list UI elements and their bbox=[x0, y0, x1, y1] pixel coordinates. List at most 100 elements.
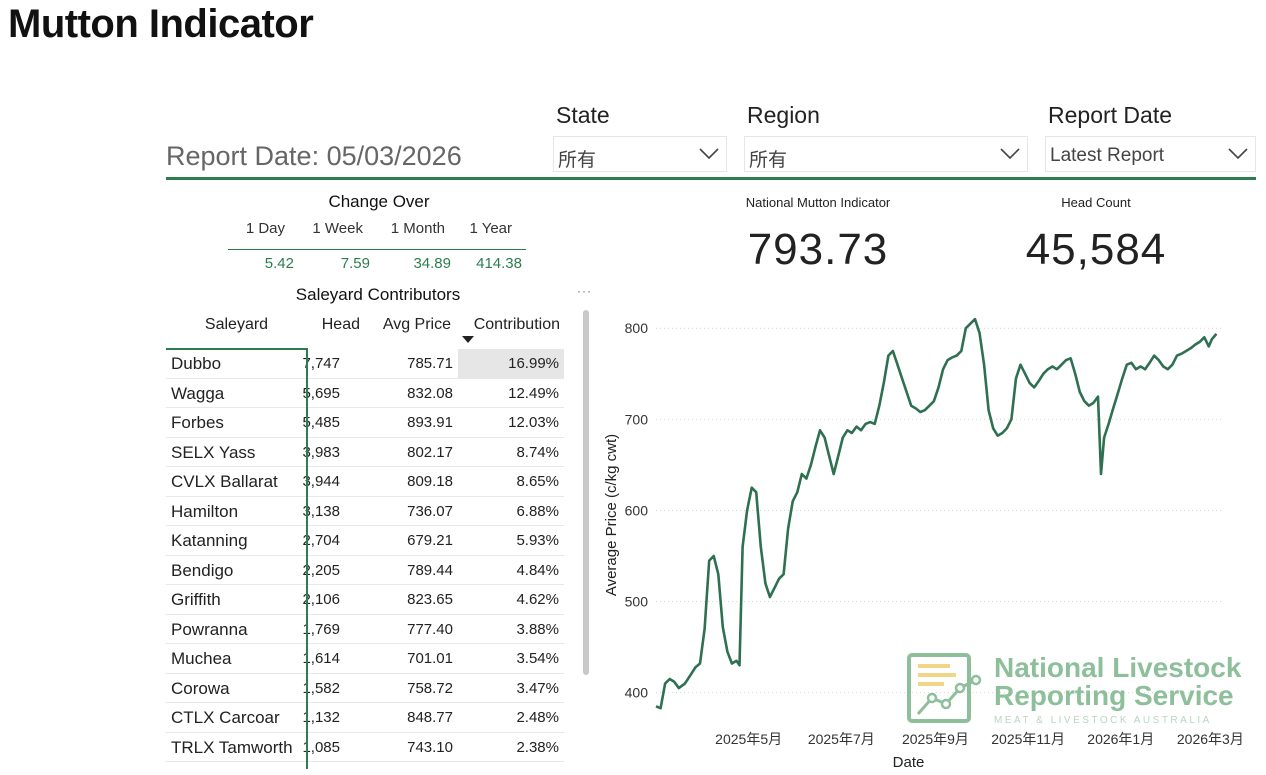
highlighted-cell-background bbox=[458, 349, 564, 378]
head-cell: 1,614 bbox=[302, 650, 340, 667]
avg-price-cell: 785.71 bbox=[407, 355, 453, 372]
saleyard-cell: CTLX Carcoar bbox=[171, 708, 280, 727]
price-series-line bbox=[655, 317, 1218, 710]
saleyard-cell: SELX Yass bbox=[171, 442, 256, 462]
change-value-1-month: 34.89 bbox=[413, 255, 451, 272]
avg-price-cell: 777.40 bbox=[407, 620, 453, 638]
saleyard-contributors-title: Saleyard Contributors bbox=[295, 285, 461, 304]
avg-price-cell: 736.07 bbox=[407, 502, 453, 520]
contribution-cell: 3.88% bbox=[516, 620, 559, 638]
contribution-cell: 3.54% bbox=[516, 650, 559, 667]
sort-descending-icon bbox=[462, 336, 474, 343]
chevron-down-icon bbox=[1228, 148, 1248, 160]
avg-price-cell: 679.21 bbox=[407, 532, 453, 549]
table-row[interactable]: Dubbo 7,747 785.71 16.99% bbox=[166, 349, 564, 379]
y-tick-label: 800 bbox=[625, 320, 649, 336]
contribution-cell: 8.74% bbox=[516, 443, 559, 461]
change-over-divider bbox=[228, 249, 526, 250]
y-tick-label: 600 bbox=[625, 502, 649, 518]
y-axis-title: Average Price (c/kg cwt) bbox=[603, 434, 620, 596]
head-cell: 3,138 bbox=[302, 502, 340, 520]
avg-price-cell: 743.10 bbox=[407, 738, 453, 756]
region-filter-label: Region bbox=[747, 102, 820, 128]
x-tick-label: 2025年9月 bbox=[902, 731, 969, 747]
table-row[interactable]: SELX Yass 3,983 802.17 8.74% bbox=[166, 438, 564, 467]
change-header-1-week: 1 Week bbox=[312, 220, 363, 237]
x-tick-label: 2025年7月 bbox=[808, 731, 875, 747]
contribution-cell: 2.48% bbox=[516, 709, 559, 726]
change-header-1-day: 1 Day bbox=[245, 220, 285, 237]
contribution-cell: 3.47% bbox=[516, 679, 559, 697]
state-dropdown-value: 所有 bbox=[558, 150, 597, 171]
report-date-dropdown[interactable]: Latest Report bbox=[1045, 136, 1256, 172]
report-date-dropdown-value: Latest Report bbox=[1050, 145, 1165, 166]
saleyard-cell: Forbes bbox=[171, 413, 224, 432]
saleyard-cell: Muchea bbox=[171, 649, 232, 668]
saleyard-cell: Powranna bbox=[171, 619, 248, 639]
saleyard-cell: Bendigo bbox=[171, 560, 234, 580]
column-header-saleyard[interactable]: Saleyard bbox=[204, 316, 269, 333]
table-row[interactable]: CTLX Carcoar 1,132 848.77 2.48% bbox=[166, 703, 564, 733]
saleyard-cell: CVLX Ballarat bbox=[171, 472, 278, 491]
header-divider bbox=[166, 177, 1256, 180]
avg-price-cell: 848.77 bbox=[407, 709, 453, 726]
head-cell: 1,132 bbox=[302, 709, 340, 726]
table-row[interactable]: Bendigo 2,205 789.44 4.84% bbox=[166, 556, 564, 585]
saleyard-cell: TRLX Tamworth bbox=[171, 737, 293, 757]
change-value-1-day: 5.42 bbox=[264, 255, 294, 272]
table-row[interactable]: Muchea 1,614 701.01 3.54% bbox=[166, 644, 564, 674]
avg-price-cell: 823.65 bbox=[407, 591, 453, 608]
head-count-label: Head Count bbox=[1061, 195, 1131, 210]
table-body: Dubbo 7,747 785.71 16.99% Wagga 5,695 832.08 12… bbox=[166, 349, 564, 762]
table-scrollbar[interactable] bbox=[583, 310, 589, 675]
head-cell: 1,085 bbox=[302, 738, 340, 756]
contribution-cell: 16.99% bbox=[508, 355, 559, 372]
table-row[interactable]: Forbes 5,485 893.91 12.03% bbox=[166, 408, 564, 438]
table-row[interactable]: CVLX Ballarat 3,944 809.18 8.65% bbox=[166, 467, 564, 497]
table-row[interactable]: Powranna 1,769 777.40 3.88% bbox=[166, 615, 564, 644]
avg-price-cell: 701.01 bbox=[407, 650, 453, 667]
x-tick-label: 2025年11月 bbox=[991, 731, 1065, 747]
saleyard-cell: Corowa bbox=[171, 678, 230, 698]
table-row[interactable]: Griffith 2,106 823.65 4.62% bbox=[166, 585, 564, 615]
column-header-avg-price[interactable]: Avg Price bbox=[382, 316, 451, 333]
column-header-head[interactable]: Head bbox=[321, 316, 360, 333]
head-cell: 2,106 bbox=[302, 591, 340, 608]
logo-text-line-3: MEAT & LIVESTOCK AUSTRALIA bbox=[994, 715, 1212, 726]
head-cell: 7,747 bbox=[302, 355, 340, 372]
table-row[interactable]: Katanning 2,704 679.21 5.93% bbox=[166, 526, 564, 556]
saleyard-cell: Katanning bbox=[171, 531, 248, 550]
avg-price-cell: 832.08 bbox=[407, 384, 453, 402]
column-header-contribution[interactable]: Contribution bbox=[473, 316, 560, 333]
more-options-icon[interactable]: ··· bbox=[577, 284, 592, 298]
state-filter-label: State bbox=[556, 102, 610, 128]
x-tick-label: 2025年5月 bbox=[715, 731, 782, 747]
state-dropdown[interactable]: 所有 bbox=[553, 136, 727, 172]
chevron-down-icon bbox=[1000, 148, 1020, 160]
head-cell: 3,944 bbox=[302, 473, 340, 490]
national-mutton-indicator-label: National Mutton Indicator bbox=[745, 195, 891, 210]
region-dropdown[interactable]: 所有 bbox=[744, 136, 1028, 172]
y-tick-label: 500 bbox=[625, 594, 649, 610]
contribution-cell: 12.03% bbox=[508, 414, 559, 431]
report-date-filter-label: Report Date bbox=[1048, 102, 1173, 128]
table-row[interactable]: Corowa 1,582 758.72 3.47% bbox=[166, 674, 564, 703]
change-value-1-year: 414.38 bbox=[476, 255, 522, 272]
avg-price-cell: 789.44 bbox=[407, 561, 453, 579]
change-header-1-month: 1 Month bbox=[390, 220, 445, 237]
table-row[interactable]: TRLX Tamworth 1,085 743.10 2.38% bbox=[166, 733, 564, 762]
y-tick-label: 700 bbox=[625, 411, 649, 427]
report-date-text: Report Date: 05/03/2026 bbox=[166, 141, 462, 171]
change-header-1-year: 1 Year bbox=[469, 220, 512, 237]
head-cell: 5,695 bbox=[302, 384, 340, 402]
average-price-line-chart: 400 500 600 700 800 2025年5月 2025年7月 2025年9月 2025… bbox=[603, 317, 1244, 771]
region-dropdown-value: 所有 bbox=[749, 150, 788, 171]
table-row[interactable]: Wagga 5,695 832.08 12.49% bbox=[166, 379, 564, 408]
saleyard-cell: Griffith bbox=[171, 590, 221, 609]
table-header-divider bbox=[166, 348, 308, 350]
change-over-title: Change Over bbox=[328, 192, 430, 211]
x-axis-title: Date bbox=[893, 754, 925, 771]
x-tick-label: 2026年3月 bbox=[1177, 731, 1244, 747]
table-row[interactable]: Hamilton 3,138 736.07 6.88% bbox=[166, 497, 564, 526]
contribution-cell: 6.88% bbox=[516, 502, 559, 520]
